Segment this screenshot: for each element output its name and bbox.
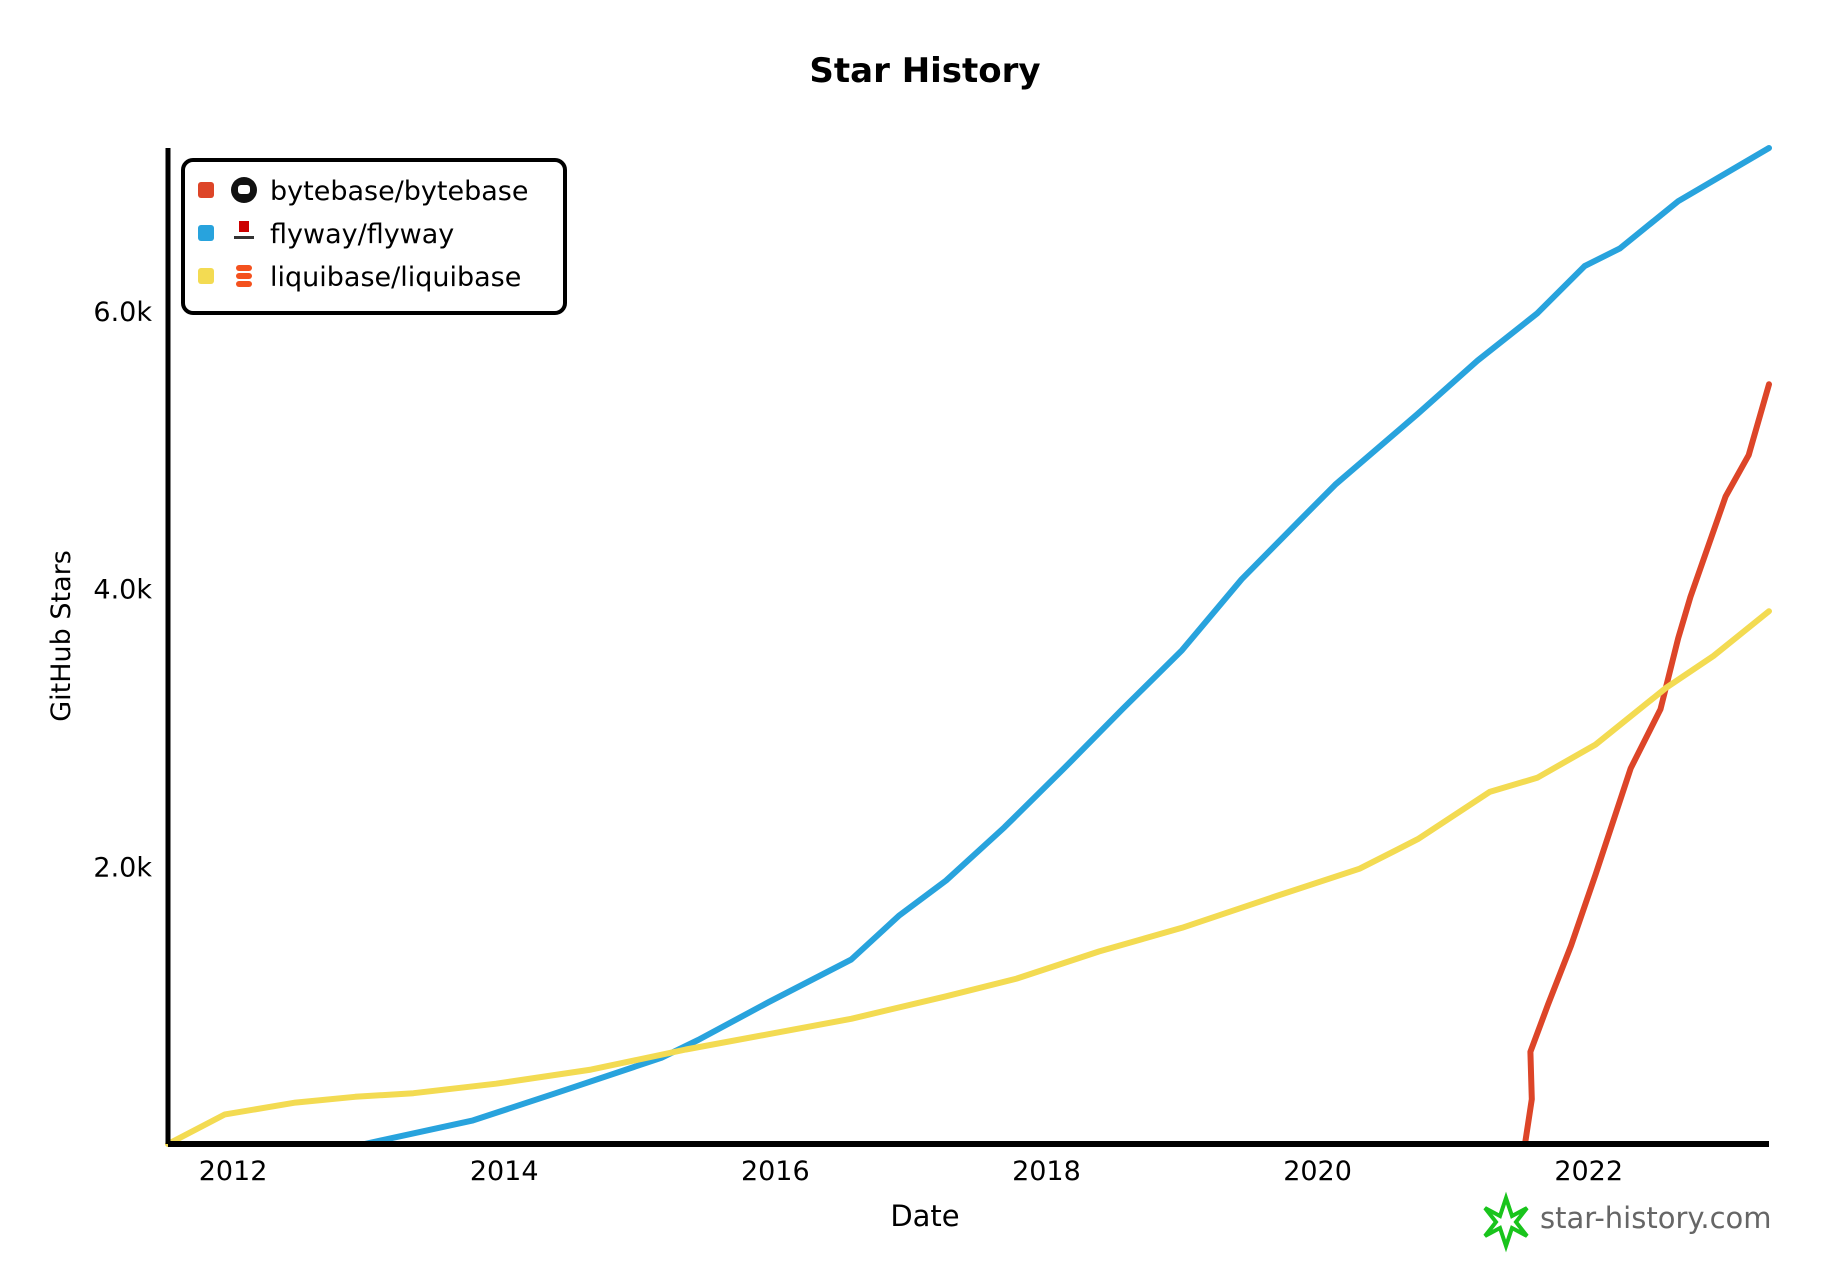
watermark[interactable]: star-history.com xyxy=(1483,1191,1772,1253)
watermark-text: star-history.com xyxy=(1540,1201,1772,1235)
x-tick-label: 2020 xyxy=(1283,1156,1352,1187)
ticks-layer: 2012 2014 2016 2018 2020 2022 2.0k 4.0k 6.0k xyxy=(93,297,1623,1187)
y-tick-label: 4.0k xyxy=(93,575,152,606)
github-icon xyxy=(231,177,257,203)
y-tick-label: 2.0k xyxy=(93,852,152,883)
star-logo-icon xyxy=(1483,1191,1529,1253)
series-line-bytebase xyxy=(1522,381,1772,1147)
legend-label: bytebase/bytebase xyxy=(270,176,528,207)
x-axis-label: Date xyxy=(890,1199,959,1233)
y-tick-label: 6.0k xyxy=(93,297,152,328)
series-line-flyway xyxy=(361,145,1772,1147)
legend-swatch xyxy=(198,182,214,198)
x-tick-label: 2016 xyxy=(741,1156,810,1187)
legend-swatch xyxy=(198,225,214,241)
legend: bytebase/bytebase flyway/flyway liquibase/… xyxy=(181,158,567,315)
legend-swatch xyxy=(198,268,214,284)
series-line-liquibase xyxy=(165,608,1772,1147)
legend-label: liquibase/liquibase xyxy=(270,262,521,293)
x-tick-label: 2014 xyxy=(470,1156,539,1187)
x-tick-label: 2018 xyxy=(1012,1156,1081,1187)
x-tick-label: 2012 xyxy=(199,1156,268,1187)
series-layer xyxy=(165,145,1772,1147)
flyway-logo-icon xyxy=(234,221,254,239)
legend-label: flyway/flyway xyxy=(270,219,454,250)
liquibase-logo-icon xyxy=(236,265,252,287)
legend-box xyxy=(181,158,567,315)
y-axis-label: GitHub Stars xyxy=(46,550,77,722)
x-tick-label: 2022 xyxy=(1554,1156,1623,1187)
chart-title: Star History xyxy=(809,51,1040,91)
